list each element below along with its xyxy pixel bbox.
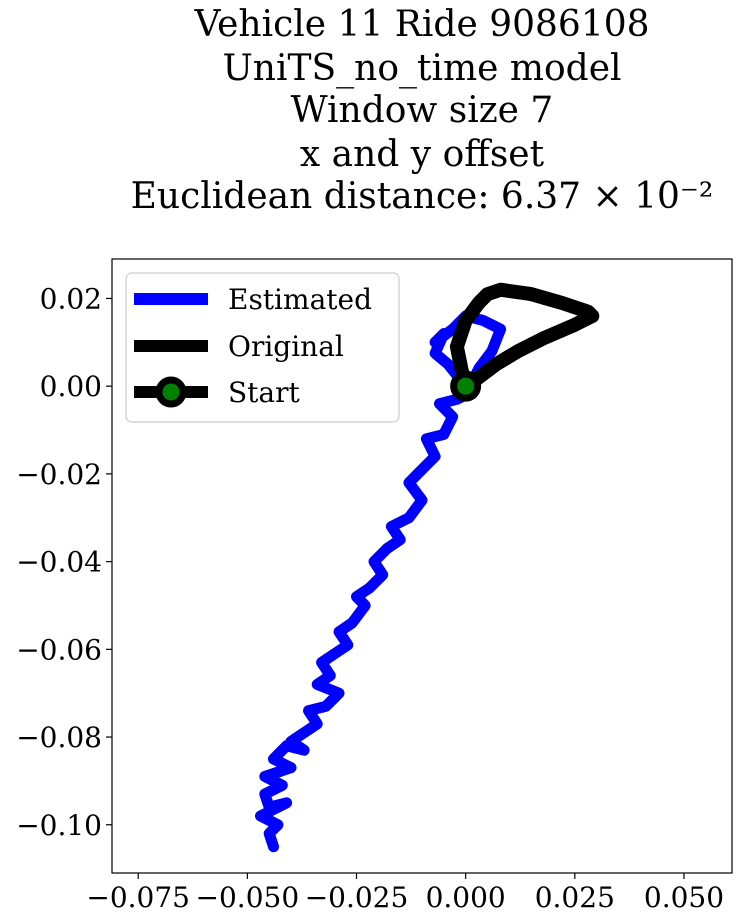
- title-line-1: Vehicle 11 Ride 9086108: [193, 4, 649, 45]
- chart-title: Vehicle 11 Ride 9086108 UniTS_no_time mo…: [131, 4, 714, 217]
- legend-box: [125, 272, 400, 423]
- x-tick-label: −0.025: [305, 881, 409, 914]
- series-line-original: [449, 282, 600, 394]
- y-tick-label: −0.08: [16, 721, 102, 754]
- y-tick-label: −0.04: [16, 546, 102, 579]
- start-marker: [450, 370, 482, 402]
- plot-border: [111, 258, 733, 874]
- y-tick-label: 0.00: [40, 370, 102, 403]
- x-axis: −0.075 −0.050 −0.025 0.000 0.025 0.050: [86, 873, 724, 914]
- series-line-estimated: [255, 310, 507, 853]
- legend-label-start: Start: [228, 376, 301, 409]
- y-tick-label: 0.02: [40, 282, 102, 315]
- title-line-4: x and y offset: [300, 134, 545, 175]
- x-tick-label: 0.000: [426, 881, 506, 914]
- series-layer: [255, 282, 600, 853]
- legend-label-original: Original: [228, 330, 344, 363]
- y-tick-label: −0.10: [16, 809, 102, 842]
- title-line-5: Euclidean distance: 6.37 × 10⁻²: [131, 176, 714, 217]
- legend: Estimated Original Start: [125, 272, 400, 423]
- title-line-3: Window size 7: [291, 90, 554, 131]
- x-tick-label: 0.025: [535, 881, 615, 914]
- y-tick-label: −0.06: [16, 633, 102, 666]
- x-tick-label: −0.050: [196, 881, 300, 914]
- x-tick-label: −0.075: [86, 881, 190, 914]
- y-axis: 0.02 0.00 −0.02 −0.04 −0.06 −0.08 −0.10: [16, 282, 112, 842]
- y-tick-label: −0.02: [16, 458, 102, 491]
- legend-swatch-start-marker: [155, 376, 187, 408]
- legend-label-estimated: Estimated: [228, 283, 372, 316]
- title-line-2: UniTS_no_time model: [222, 48, 621, 89]
- x-tick-label: 0.050: [644, 881, 724, 914]
